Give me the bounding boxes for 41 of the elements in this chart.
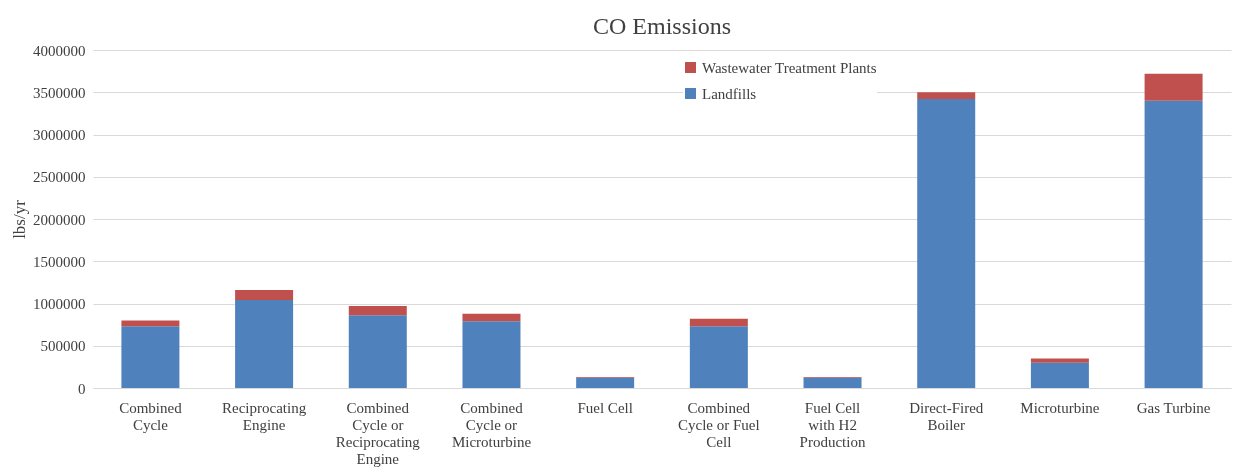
bar — [235, 289, 294, 301]
bar — [348, 315, 407, 388]
y-tick-label: 3000000 — [33, 127, 86, 143]
y-tick-label: 1000000 — [33, 296, 86, 312]
x-tick-label: Microturbine — [1020, 399, 1100, 416]
y-tick-label: 3500000 — [33, 84, 86, 101]
x-tick-label: Gas Turbine — [1136, 399, 1211, 416]
y-tick-label: 2500000 — [33, 169, 86, 186]
x-tick-label: Combined Cycle — [119, 399, 183, 433]
y-tick-label: 0 — [78, 380, 86, 397]
bar — [689, 326, 748, 388]
bar — [1030, 362, 1089, 388]
y-tick-label: 500000 — [40, 338, 86, 355]
bar — [917, 99, 976, 388]
bar — [462, 321, 521, 388]
x-tick-label: Fuel Cell — [577, 399, 633, 416]
bar — [1144, 73, 1203, 101]
x-tick-label: Combined Cycle or Reciprocating Engine — [335, 399, 421, 467]
x-tick-label: Combined Cycle or Fuel Cell — [678, 399, 760, 450]
bar — [1030, 358, 1089, 363]
x-tick-label: Fuel Cell with H2 Production — [799, 399, 866, 450]
bar — [917, 92, 976, 100]
bar — [576, 377, 635, 388]
y-tick-label: 4000000 — [33, 42, 86, 59]
chart-title: CO Emissions — [592, 13, 732, 39]
legend-label: Wastewater Treatment Plants — [702, 59, 877, 76]
y-tick-label: 2000000 — [33, 211, 86, 228]
bar — [121, 326, 180, 388]
bar — [1144, 100, 1203, 388]
bar — [121, 320, 180, 327]
y-tick-label: 1500000 — [33, 253, 86, 270]
legend-label: Landfills — [702, 85, 757, 102]
bar — [235, 300, 294, 388]
bar — [803, 377, 862, 388]
bar — [348, 306, 407, 316]
bar — [689, 318, 748, 327]
bar — [462, 313, 521, 322]
x-tick-label: Direct-Fired Boiler — [909, 399, 984, 433]
x-tick-label: Reciprocating Engine — [222, 399, 307, 433]
x-tick-label: Combined Cycle or Microturbine — [451, 399, 532, 450]
y-axis-title: lbs/yr — [10, 199, 29, 239]
